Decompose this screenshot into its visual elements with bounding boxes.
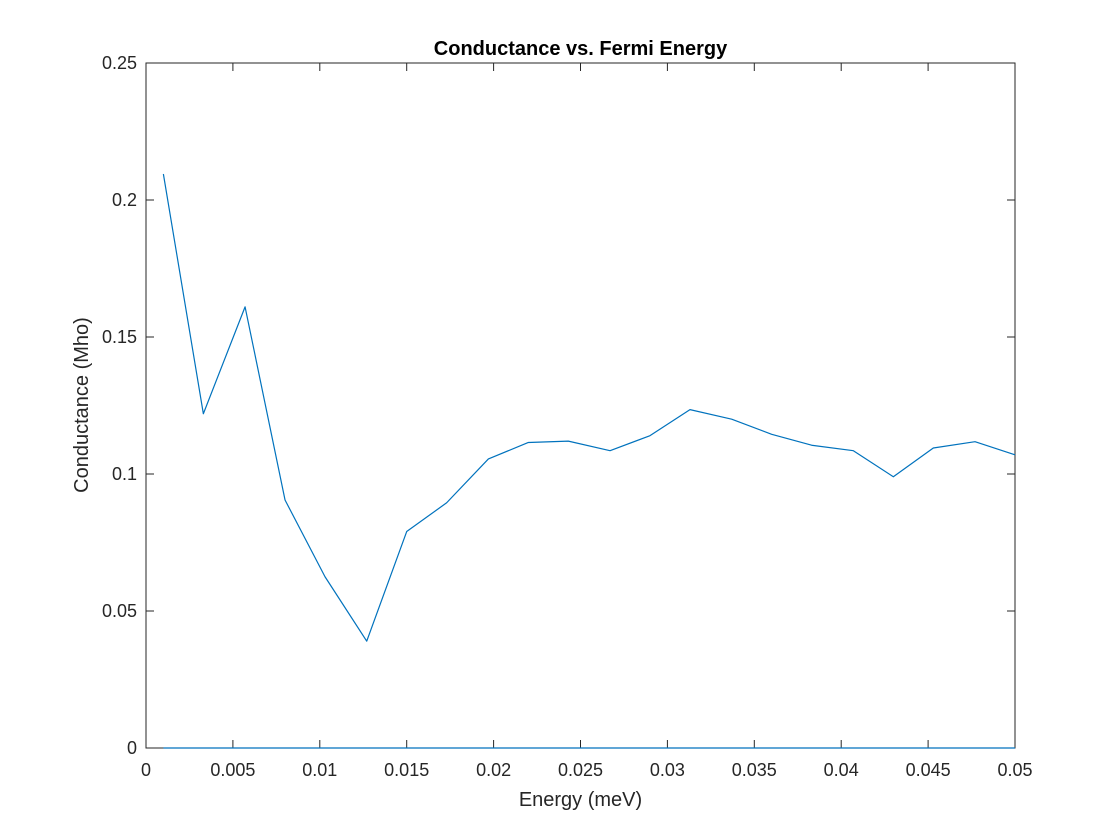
x-tick-label: 0.035 [732,760,777,780]
y-tick-label: 0.2 [112,190,137,210]
y-tick-label: 0.25 [102,53,137,73]
y-tick-label: 0 [127,738,137,758]
x-tick-label: 0.02 [476,760,511,780]
x-axis-label: Energy (meV) [519,789,642,811]
x-tick-label: 0 [141,760,151,780]
y-axis-label: Conductance (Mho) [71,317,93,493]
y-tick-label: 0.15 [102,327,137,347]
y-tick-label: 0.1 [112,464,137,484]
plot-area: 0 0.005 0.01 0.015 0.02 0.025 0.03 0.035 0.04 0.0… [102,53,1033,780]
chart-title: Conductance vs. Fermi Energy [434,38,728,60]
axes-box [145,62,1016,749]
x-tick-label: 0.015 [384,760,429,780]
x-tick-label: 0.03 [650,760,685,780]
x-tick-label: 0.04 [824,760,859,780]
series-line-1 [162,173,1016,642]
x-tick-label: 0.01 [302,760,337,780]
x-tick-label: 0.025 [558,760,603,780]
x-tick-label: 0.005 [210,760,255,780]
x-tick-label: 0.045 [906,760,951,780]
y-tick-label: 0.05 [102,601,137,621]
x-tick-label: 0.05 [997,760,1032,780]
